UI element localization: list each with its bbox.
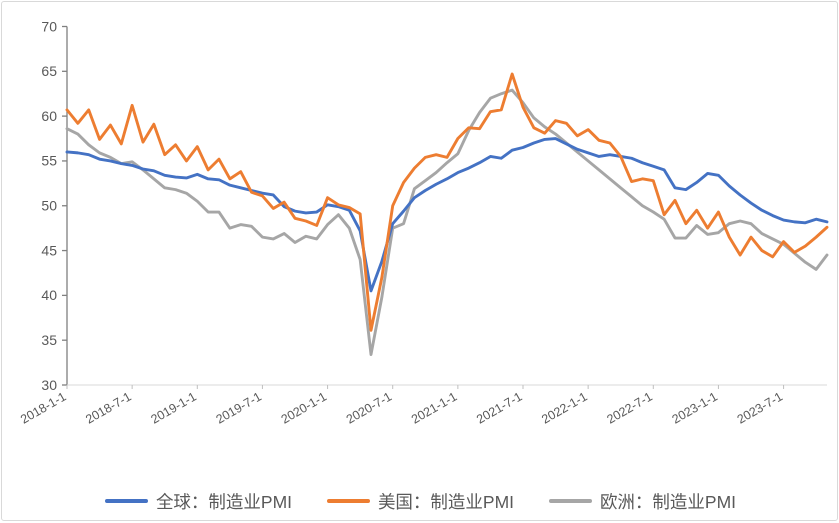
svg-text:2021-1-1: 2021-1-1	[409, 389, 459, 426]
svg-text:45: 45	[41, 242, 57, 258]
svg-text:65: 65	[41, 63, 57, 79]
svg-text:2022-7-1: 2022-7-1	[604, 389, 654, 426]
svg-text:2021-7-1: 2021-7-1	[474, 389, 524, 426]
svg-text:2018-7-1: 2018-7-1	[83, 389, 133, 426]
svg-text:35: 35	[41, 332, 57, 348]
svg-text:60: 60	[41, 108, 57, 124]
svg-text:2023-1-1: 2023-1-1	[670, 389, 720, 426]
svg-text:2019-7-1: 2019-7-1	[214, 389, 264, 426]
svg-text:55: 55	[41, 153, 57, 169]
svg-text:2019-1-1: 2019-1-1	[148, 389, 198, 426]
svg-text:2023-7-1: 2023-7-1	[735, 389, 785, 426]
svg-text:2020-7-1: 2020-7-1	[344, 389, 394, 426]
svg-text:30: 30	[41, 377, 57, 393]
svg-text:50: 50	[41, 198, 57, 214]
svg-text:40: 40	[41, 287, 57, 303]
svg-text:2020-1-1: 2020-1-1	[279, 389, 329, 426]
svg-text:2022-1-1: 2022-1-1	[539, 389, 589, 426]
svg-text:2018-1-1: 2018-1-1	[18, 389, 68, 426]
svg-text:70: 70	[41, 18, 57, 34]
